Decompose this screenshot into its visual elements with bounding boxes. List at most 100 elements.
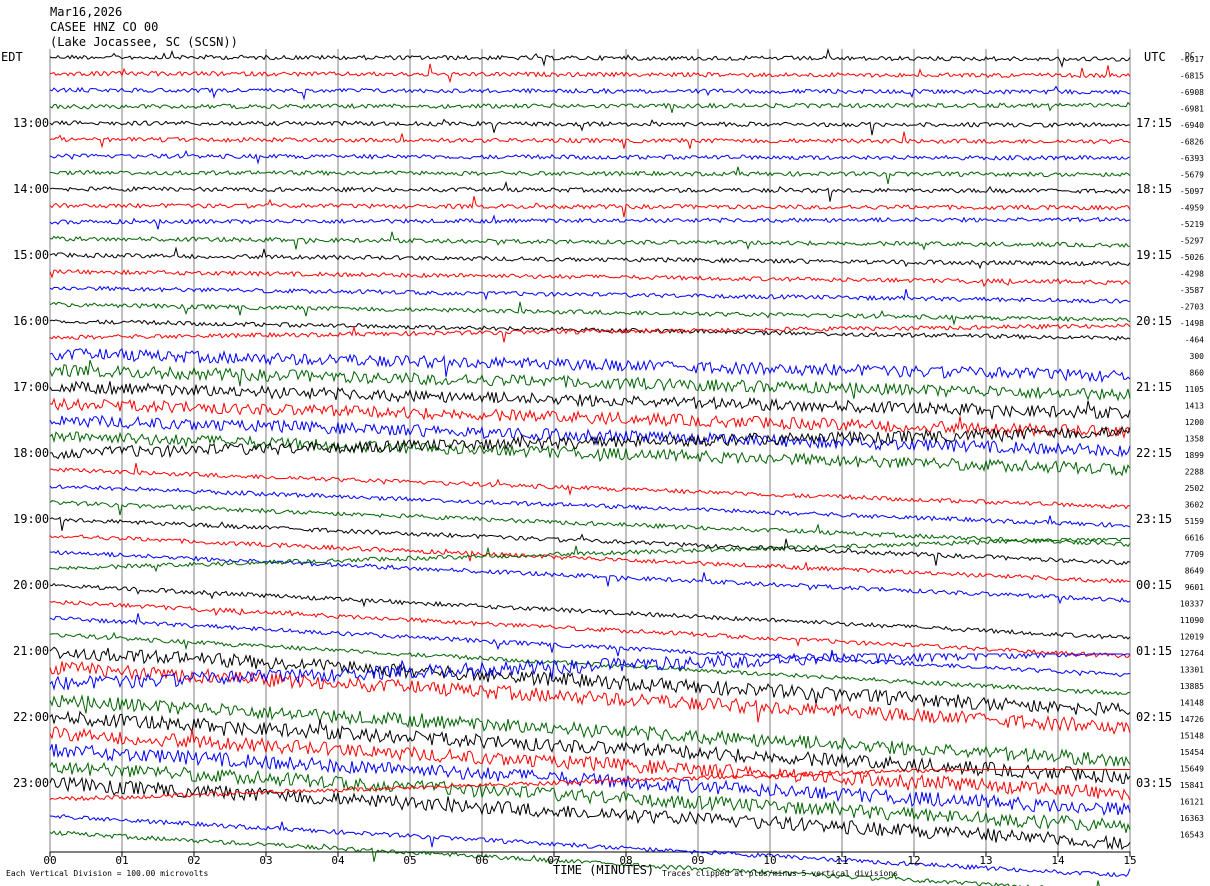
dc-offset-label: 16363	[1180, 814, 1204, 823]
dc-offset-label: 13301	[1180, 666, 1204, 675]
dc-label: DC	[1185, 51, 1195, 60]
dc-offset-label: 15454	[1180, 748, 1204, 757]
dc-offset-label: 5159	[1185, 517, 1204, 526]
trace-line	[49, 813, 1131, 877]
x-tick-label: 08	[619, 854, 632, 867]
right-hour-label: 01:15	[1136, 644, 1172, 658]
x-tick-label: 12	[907, 854, 920, 867]
right-hour-label: 19:15	[1136, 248, 1172, 262]
trace-line	[49, 516, 1131, 566]
right-hour-label: 22:15	[1136, 446, 1172, 460]
x-tick-label: 15	[1123, 854, 1136, 867]
dc-offset-label: 6616	[1185, 534, 1204, 543]
trace-line	[49, 661, 1131, 735]
trace-line	[49, 268, 1131, 288]
trace-line	[49, 646, 1131, 717]
dc-offset-label: 2288	[1185, 468, 1204, 477]
trace-line	[49, 500, 1131, 548]
trace-line	[49, 166, 1131, 184]
trace-line	[49, 319, 1131, 341]
right-hour-labels: 17:15 18:15 19:15 20:15 21:15 22:15 23:15 00:15…	[1136, 116, 1172, 790]
trace-line	[49, 380, 1131, 420]
clip-note: Traces clipped at plus/minus 5 vertical …	[662, 869, 898, 878]
utc-label: UTC	[1144, 50, 1166, 64]
dc-offset-label: 15841	[1180, 781, 1204, 790]
trace-line	[49, 131, 1131, 149]
x-tick-label: 05	[403, 854, 416, 867]
trace-line	[49, 537, 1130, 573]
trace-line	[49, 85, 1131, 101]
dc-offset-label: -6826	[1180, 138, 1204, 147]
x-tick-label: 02	[187, 854, 200, 867]
trace-line	[49, 431, 1131, 477]
trace-line	[49, 118, 1131, 136]
dc-offset-label: 1413	[1185, 402, 1204, 411]
trace-line	[49, 196, 1131, 218]
trace-line	[49, 180, 1131, 202]
trace-line	[49, 463, 1131, 510]
dc-offset-labels: -6917 -6815 -6908 -6981 -6940 -6826 -6393 -5679…	[1180, 55, 1204, 840]
trace-line	[49, 397, 1131, 440]
dc-offset-label: -6981	[1180, 105, 1204, 114]
x-tick-label: 06	[475, 854, 488, 867]
trace-line	[49, 285, 1131, 304]
trace-line	[49, 322, 1131, 343]
trace-line	[49, 484, 1131, 528]
dc-offset-label: -6917	[1180, 55, 1204, 64]
dc-offset-label: 8649	[1185, 567, 1204, 576]
trace-line	[49, 359, 1131, 402]
trace-line	[49, 761, 1131, 833]
x-tick-label: 00	[43, 854, 56, 867]
scale-note: Each Vertical Division = 100.00 microvol…	[6, 869, 208, 878]
right-hour-label: 17:15	[1136, 116, 1172, 130]
right-hour-label: 03:15	[1136, 776, 1172, 790]
x-tick-label: 09	[691, 854, 704, 867]
right-hour-label: 00:15	[1136, 578, 1172, 592]
dc-offset-label: -6940	[1180, 121, 1204, 130]
dc-offset-label: 1899	[1185, 451, 1204, 460]
dc-offset-label: -2703	[1180, 303, 1204, 312]
dc-offset-label: 15148	[1180, 732, 1204, 741]
x-tick-label: 04	[331, 854, 345, 867]
seismic-traces	[49, 47, 1131, 886]
trace-line	[49, 694, 1131, 768]
trace-line	[49, 425, 1131, 460]
dc-offset-label: 10337	[1180, 600, 1204, 609]
dc-offset-label: 860	[1190, 369, 1205, 378]
trace-line	[49, 582, 1131, 640]
date-label: Mar16,2026	[50, 5, 122, 19]
dc-offset-label: 9601	[1185, 583, 1204, 592]
left-hour-label: 14:00	[13, 182, 49, 196]
left-hour-label: 20:00	[13, 578, 49, 592]
dc-offset-label: 7709	[1185, 550, 1204, 559]
dc-offset-label: 1200	[1185, 418, 1204, 427]
dc-offset-label: -5219	[1180, 220, 1204, 229]
right-hour-label: 02:15	[1136, 710, 1172, 724]
trace-line	[49, 768, 1130, 802]
dc-offset-label: 14726	[1180, 715, 1204, 724]
dc-offset-label: 1358	[1185, 435, 1204, 444]
dc-offset-label: -4959	[1180, 204, 1204, 213]
dc-offset-label: -5679	[1180, 171, 1204, 180]
trace-line	[49, 652, 1130, 691]
trace-line	[49, 347, 1131, 384]
station-label: CASEE HNZ CO 00	[50, 20, 158, 34]
right-hour-label: 21:15	[1136, 380, 1172, 394]
x-tick-labels: 00 01 02 03 04 05 06 07 08 09 10 11 12 13 14 15	[43, 852, 1137, 867]
left-hour-label: 17:00	[13, 380, 49, 394]
trace-line	[49, 246, 1131, 270]
trace-line	[49, 830, 1100, 886]
dc-offset-label: 11090	[1180, 616, 1204, 625]
dc-offset-label: -6393	[1180, 154, 1204, 163]
location-label: (Lake Jocassee, SC (SCSN))	[50, 35, 238, 49]
dc-offset-label: 14148	[1180, 699, 1204, 708]
trace-line	[49, 549, 1131, 605]
x-tick-label: 14	[1051, 854, 1065, 867]
trace-line	[49, 743, 1131, 816]
dc-offset-label: 16543	[1180, 831, 1204, 840]
dc-offset-label: -5097	[1180, 187, 1204, 196]
dc-offset-label: -5297	[1180, 237, 1204, 246]
dc-offset-label: 16121	[1180, 798, 1204, 807]
x-tick-label: 01	[115, 854, 128, 867]
